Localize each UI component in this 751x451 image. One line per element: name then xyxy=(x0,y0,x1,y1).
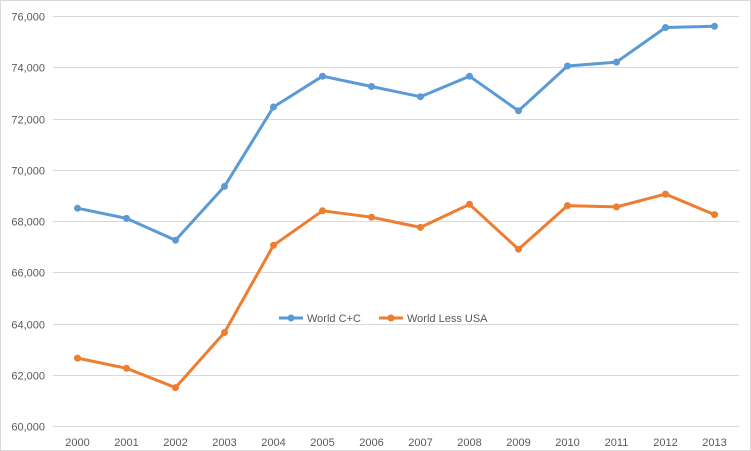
data-point xyxy=(221,329,228,336)
legend-swatch-marker xyxy=(387,314,395,322)
y-tick-label: 60,000 xyxy=(11,422,45,434)
x-tick-label: 2009 xyxy=(506,437,530,449)
data-point xyxy=(662,24,669,31)
y-tick-label: 72,000 xyxy=(11,115,45,127)
x-tick-label: 2004 xyxy=(261,437,285,449)
y-tick-label: 74,000 xyxy=(11,63,45,75)
data-point xyxy=(711,211,718,219)
data-point xyxy=(564,62,571,70)
y-tick-label: 66,000 xyxy=(11,268,45,280)
data-point xyxy=(221,182,228,190)
legend: World C+C World Less USA xyxy=(279,313,488,325)
data-point xyxy=(74,204,81,212)
x-tick-label: 2000 xyxy=(65,437,89,449)
x-tick-label: 2013 xyxy=(702,437,726,449)
series-2 xyxy=(74,190,718,392)
legend-label: World C+C xyxy=(307,313,361,325)
data-point xyxy=(466,200,473,208)
series-line xyxy=(76,192,716,390)
legend-item: World C+C xyxy=(279,313,361,325)
y-tick-label: 70,000 xyxy=(11,166,45,178)
data-point xyxy=(123,364,130,372)
x-tick-label: 2012 xyxy=(653,437,677,449)
data-point xyxy=(613,203,620,211)
data-point xyxy=(270,241,277,249)
data-point xyxy=(466,72,473,80)
data-point xyxy=(515,245,522,253)
y-tick-label: 64,000 xyxy=(11,320,45,332)
series-1 xyxy=(74,22,718,244)
y-tick-label: 62,000 xyxy=(11,371,45,383)
data-series xyxy=(74,22,718,392)
data-point xyxy=(368,83,375,90)
legend-item: World Less USA xyxy=(379,313,488,325)
series-line xyxy=(76,24,716,242)
x-tick-label: 2005 xyxy=(310,437,334,449)
y-tick-label: 76,000 xyxy=(11,12,45,24)
legend-swatch-marker xyxy=(287,314,295,322)
x-tick-label: 2011 xyxy=(605,437,629,449)
x-tick-label: 2010 xyxy=(555,437,579,449)
data-point xyxy=(417,223,424,231)
x-tick-label: 2003 xyxy=(212,437,236,449)
data-point xyxy=(613,58,620,66)
data-point xyxy=(123,214,130,222)
legend-label: World Less USA xyxy=(407,313,488,325)
data-point xyxy=(270,103,277,111)
x-tick-label: 2007 xyxy=(408,437,432,449)
data-point xyxy=(172,236,179,244)
data-point xyxy=(319,72,326,80)
data-point xyxy=(662,190,669,198)
data-point xyxy=(172,384,179,392)
data-point xyxy=(74,354,81,362)
data-point xyxy=(515,107,522,115)
gridlines xyxy=(53,16,739,376)
y-tick-label: 68,000 xyxy=(11,217,45,229)
x-tick-label: 2006 xyxy=(359,437,383,449)
data-point xyxy=(319,207,326,215)
data-point xyxy=(368,213,375,221)
data-point xyxy=(417,93,424,101)
x-tick-label: 2002 xyxy=(163,437,187,449)
x-tick-label: 2001 xyxy=(114,437,138,449)
y-axis-tick-labels: 60,000 62,000 64,000 66,000 68,000 70,000 72,0… xyxy=(11,12,45,434)
data-point xyxy=(564,202,571,210)
x-axis-tick-labels: 2000 2001 2002 2003 2004 2005 2006 2007 2008 2009… xyxy=(65,437,726,449)
data-point xyxy=(711,22,718,30)
x-tick-label: 2008 xyxy=(457,437,481,449)
